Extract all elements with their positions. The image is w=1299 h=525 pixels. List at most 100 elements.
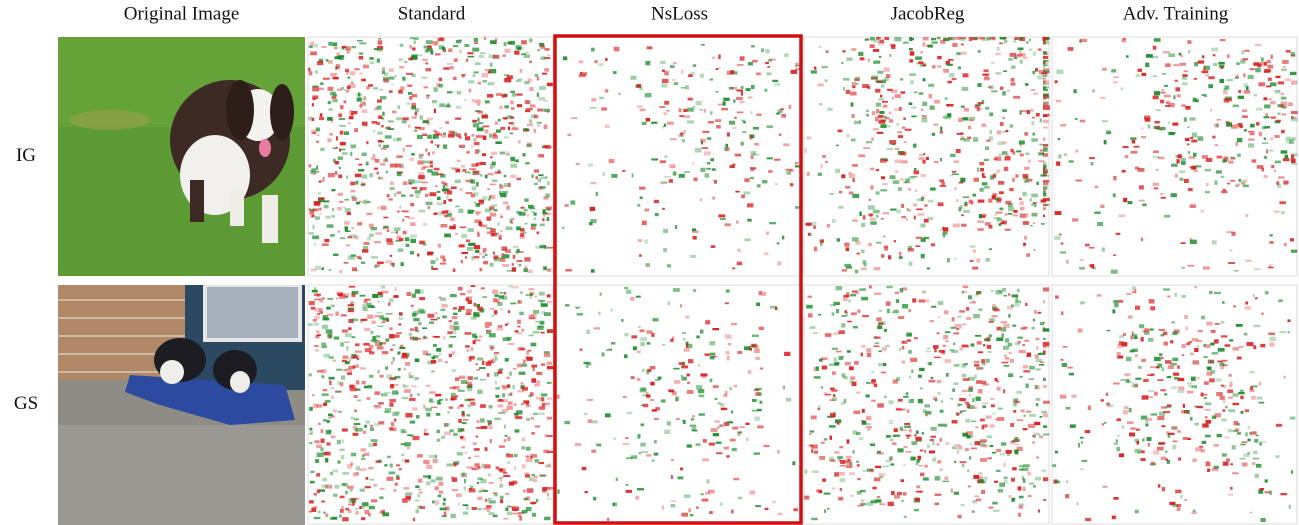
speckle xyxy=(783,143,789,146)
speckle xyxy=(1270,234,1273,236)
speckle xyxy=(357,400,361,402)
speckle xyxy=(1043,300,1045,303)
speckle xyxy=(342,46,346,48)
speckle xyxy=(538,49,540,51)
speckle xyxy=(824,509,826,513)
speckle xyxy=(470,179,473,183)
speckle xyxy=(744,191,751,194)
speckle xyxy=(1168,433,1175,435)
speckle xyxy=(892,144,896,146)
speckle xyxy=(535,296,537,298)
speckle xyxy=(766,72,771,75)
speckle xyxy=(1276,424,1282,427)
speckle xyxy=(778,513,783,516)
speckle xyxy=(1171,386,1177,389)
speckle xyxy=(825,161,827,163)
speckle xyxy=(542,403,546,407)
speckle xyxy=(730,439,736,442)
speckle xyxy=(913,204,917,207)
speckle xyxy=(537,77,540,81)
speckle xyxy=(836,286,843,290)
speckle xyxy=(826,50,829,53)
speckle xyxy=(927,347,930,350)
speckle xyxy=(1251,396,1256,400)
speckle xyxy=(672,79,676,81)
speckle xyxy=(914,337,918,339)
speckle xyxy=(1238,392,1244,394)
speckle xyxy=(523,490,526,493)
speckle xyxy=(398,90,402,94)
speckle xyxy=(877,453,884,455)
speckle xyxy=(477,127,484,131)
speckle xyxy=(1288,332,1290,334)
speckle xyxy=(1132,334,1137,336)
speckle xyxy=(1233,105,1239,108)
speckle xyxy=(846,456,852,459)
speckle xyxy=(914,509,919,511)
speckle xyxy=(439,491,443,494)
speckle xyxy=(1168,365,1175,369)
speckle xyxy=(655,407,660,410)
speckle xyxy=(858,505,864,507)
speckle xyxy=(832,312,835,316)
speckle xyxy=(479,336,482,338)
speckle xyxy=(688,359,693,363)
speckle xyxy=(807,172,810,176)
speckle xyxy=(690,425,697,428)
speckle xyxy=(525,100,530,104)
speckle xyxy=(1106,131,1111,134)
speckle xyxy=(982,402,988,404)
speckle xyxy=(995,378,998,381)
speckle xyxy=(600,293,602,296)
speckle xyxy=(821,386,823,389)
speckle xyxy=(1034,93,1038,95)
speckle xyxy=(454,322,459,326)
speckle xyxy=(1055,295,1059,298)
speckle xyxy=(324,205,329,209)
speckle xyxy=(507,461,510,464)
speckle xyxy=(449,226,456,230)
speckle xyxy=(1165,360,1172,364)
speckle xyxy=(710,341,716,345)
speckle xyxy=(896,408,902,410)
speckle xyxy=(1020,214,1026,218)
speckle xyxy=(710,111,713,115)
speckle xyxy=(450,336,457,338)
speckle xyxy=(1148,443,1150,447)
speckle xyxy=(902,346,904,350)
speckle xyxy=(1290,238,1294,241)
speckle xyxy=(1216,392,1223,396)
speckle xyxy=(419,172,424,175)
speckle xyxy=(1248,75,1254,79)
speckle xyxy=(450,66,454,69)
speckle xyxy=(1143,379,1148,382)
speckle xyxy=(1055,80,1058,83)
speckle xyxy=(746,438,748,441)
speckle xyxy=(881,372,886,374)
speckle xyxy=(498,405,504,408)
speckle xyxy=(1043,56,1048,59)
speckle xyxy=(645,209,650,212)
speckle xyxy=(544,125,548,130)
speckle xyxy=(911,441,917,445)
speckle xyxy=(1003,324,1010,328)
speckle xyxy=(354,410,357,413)
speckle xyxy=(1259,382,1262,386)
speckle xyxy=(545,403,550,405)
speckle xyxy=(909,376,911,378)
speckle xyxy=(1206,367,1210,369)
speckle xyxy=(499,484,503,488)
speckle xyxy=(822,366,827,370)
speckle xyxy=(1286,50,1291,53)
page: Original ImageStandardNsLossJacobRegAdv.… xyxy=(0,0,1299,525)
speckle xyxy=(1179,53,1182,56)
speckle xyxy=(954,461,956,463)
speckle xyxy=(941,350,945,353)
speckle xyxy=(910,399,914,403)
speckle xyxy=(1019,37,1023,41)
speckle xyxy=(488,54,495,58)
speckle xyxy=(679,115,683,117)
speckle xyxy=(1020,110,1022,114)
speckle xyxy=(918,213,925,215)
speckle xyxy=(1043,86,1047,89)
